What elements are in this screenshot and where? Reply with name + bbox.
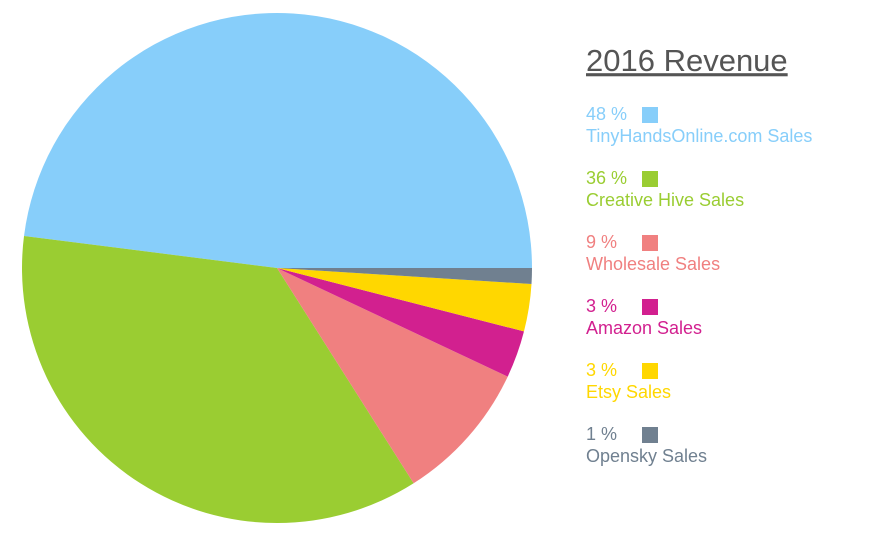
legend-label: TinyHandsOnline.com Sales xyxy=(586,126,812,146)
legend-swatch xyxy=(642,363,658,379)
pie-slice xyxy=(22,236,414,523)
legend-value: 9 % xyxy=(586,232,617,252)
chart-title: 2016 Revenue xyxy=(586,43,788,78)
legend-swatch xyxy=(642,235,658,251)
legend-label: Creative Hive Sales xyxy=(586,190,744,210)
legend-label: Etsy Sales xyxy=(586,382,671,402)
legend-value: 3 % xyxy=(586,360,617,380)
legend-swatch xyxy=(642,107,658,123)
legend-swatch xyxy=(642,299,658,315)
legend-value: 36 % xyxy=(586,168,627,188)
pie-slice xyxy=(277,268,532,332)
legend-swatch xyxy=(642,171,658,187)
legend-value: 1 % xyxy=(586,424,617,444)
legend-label: Wholesale Sales xyxy=(586,254,720,274)
pie-slice xyxy=(24,12,533,269)
legend-label: Amazon Sales xyxy=(586,318,702,338)
legend-label: Opensky Sales xyxy=(586,446,707,466)
pie-slice xyxy=(277,268,524,377)
legend-value: 3 % xyxy=(586,296,617,316)
pie-slice xyxy=(277,268,532,285)
pie-slice xyxy=(277,268,508,484)
legend-value: 48 % xyxy=(586,104,627,124)
legend-swatch xyxy=(642,427,658,443)
